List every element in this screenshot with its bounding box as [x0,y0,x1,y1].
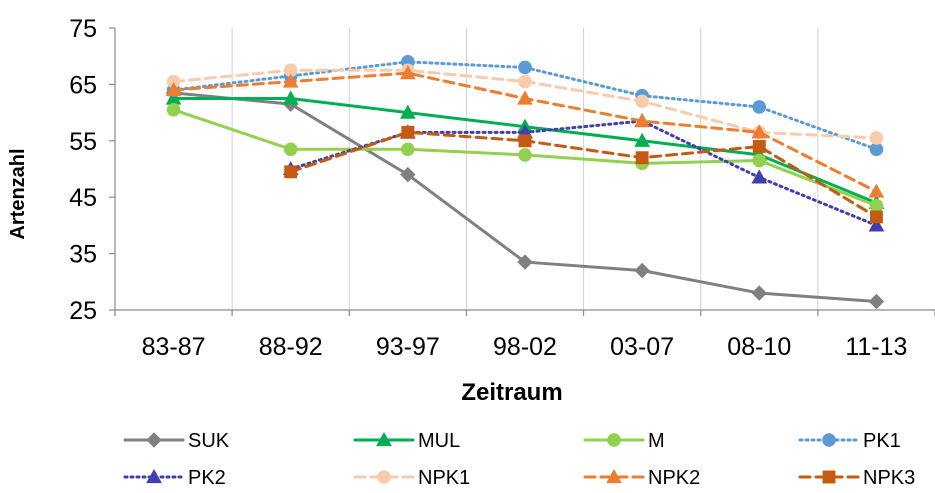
data-point-m [869,198,884,213]
x-tick-label: 88-92 [259,333,323,361]
data-point-m [401,142,415,157]
x-tick-label: 11-13 [845,333,907,361]
data-point-npk3 [401,125,415,139]
y-tick-label: 75 [69,15,97,43]
axes [109,27,935,316]
legend-marker [146,468,162,484]
data-point-npk1 [869,131,884,145]
legend-marker [376,431,392,447]
data-point-npk3 [635,151,649,165]
y-tick-label: 55 [69,128,97,156]
data-point-npk2 [868,183,885,198]
data-point-npk2 [165,82,182,97]
x-tick-label: 03-07 [610,333,674,361]
data-point-pk2 [868,217,885,232]
legend-item-m: M [583,430,665,452]
y-tick-labels: 25 35 45 55 65 75 [69,15,97,325]
x-tick-label: 93-97 [376,333,440,361]
legend-item-npk1: NPK1 [353,467,470,489]
legend-marker [377,470,391,484]
legend-item-npk2: NPK2 [583,467,700,489]
data-point-mul [634,132,650,147]
data-point-suk [517,254,533,270]
data-point-m [752,153,767,168]
data-point-npk2 [634,113,650,128]
x-tick-label: 98-02 [493,333,557,361]
data-point-pk2 [751,169,768,184]
series-npk3 [284,125,883,224]
data-point-pk1 [869,142,884,157]
data-point-npk3 [869,210,883,224]
data-point-npk3 [752,139,766,153]
legend-marker [146,432,162,448]
data-point-m [518,148,532,162]
x-tick-label: 83-87 [142,333,206,361]
legend-label: MUL [418,430,460,452]
y-tick-label: 25 [69,297,97,325]
data-point-mul [282,90,299,105]
legend-label: NPK3 [863,467,915,489]
data-point-pk1 [752,100,767,114]
y-tick-label: 35 [69,241,97,269]
legend-label: PK2 [188,467,226,489]
series-m [166,102,884,213]
data-point-mul [400,104,416,119]
data-point-npk2 [400,65,416,80]
y-axis-title: Artenzahl [7,148,29,239]
data-point-npk2 [517,90,533,105]
data-point-suk [400,166,416,183]
legend-item-pk1: PK1 [798,430,901,452]
legend-item-pk2: PK2 [123,467,226,489]
legend-marker [607,433,621,447]
data-point-npk1 [518,74,532,89]
legend-label: NPK2 [648,467,700,489]
legend-marker [822,433,836,447]
x-tick-label: 08-10 [727,333,791,361]
x-tick-labels: 83-87 88-92 93-97 98-02 03-07 08-10 11-13 [142,333,908,361]
data-point-npk3 [518,134,532,148]
data-point-npk2 [282,73,299,88]
data-series [165,55,885,310]
legend-label: M [648,430,665,452]
legend-item-npk3: NPK3 [798,467,915,489]
series-npk2 [165,65,885,198]
legend-label: SUK [188,430,230,452]
data-point-pk1 [518,60,532,75]
legend-item-suk: SUK [123,430,230,452]
data-point-suk [751,285,767,301]
data-point-suk [634,262,650,279]
data-point-npk2 [751,124,768,139]
x-axis-title: Zeitraum [461,379,562,406]
data-point-npk3 [284,165,298,179]
y-tick-label: 65 [69,71,97,99]
data-point-suk [868,293,885,310]
legend-label: PK1 [863,430,901,452]
legend: SUK MUL M PK1 PK2 NPK1 NPK2 NPK3 [123,430,915,489]
data-point-npk1 [635,94,649,109]
series-line-npk3 [289,130,878,219]
legend-marker [606,468,622,484]
legend-marker [822,470,836,484]
legend-label: NPK1 [418,467,470,489]
legend-item-mul: MUL [353,430,460,452]
y-tick-label: 45 [69,184,97,212]
data-point-m [166,102,181,117]
data-point-m [283,142,298,157]
